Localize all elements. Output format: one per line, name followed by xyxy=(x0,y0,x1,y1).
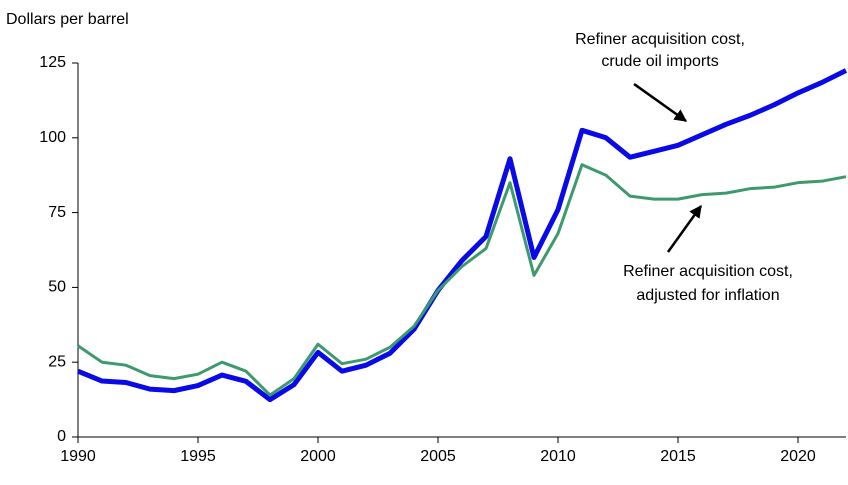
y-tick-label: 0 xyxy=(57,428,66,445)
x-tick-label: 2020 xyxy=(780,448,816,465)
y-tick-label: 25 xyxy=(48,353,66,370)
y-axis-label: Dollars per barrel xyxy=(6,11,129,28)
x-tick-label: 2010 xyxy=(540,448,576,465)
x-tick-label: 2000 xyxy=(300,448,336,465)
y-tick-label: 125 xyxy=(39,54,66,71)
x-tick-label: 1995 xyxy=(180,448,216,465)
line xyxy=(77,68,848,403)
x-tick-label: 2015 xyxy=(660,448,696,465)
x-tick-label: 1990 xyxy=(60,448,96,465)
y-tick-label: 50 xyxy=(48,279,66,296)
annotation: adjusted for inflation xyxy=(636,287,779,304)
arrow xyxy=(666,204,703,253)
annotation: crude oil imports xyxy=(601,53,718,70)
x-tick-label: 2005 xyxy=(420,448,456,465)
annotation: Refiner acquisition cost, xyxy=(623,263,793,280)
line xyxy=(77,163,847,397)
annotation: Refiner acquisition cost, xyxy=(575,31,745,48)
y-tick-label: 75 xyxy=(48,204,66,221)
arrow xyxy=(633,82,688,123)
y-tick-label: 100 xyxy=(39,129,66,146)
